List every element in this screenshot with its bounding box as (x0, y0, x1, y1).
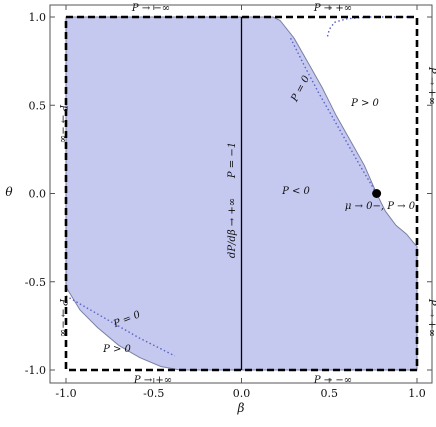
annotation-left-top: P → −∞ (57, 104, 68, 143)
dotted-curve-1 (326, 16, 414, 37)
plot-area (64, 15, 419, 372)
annotation-left-bottom: P → −∞ (57, 298, 68, 337)
x-tick-label: 0.5 (321, 387, 339, 400)
annotation-bottom-right: P → −∞ (313, 375, 352, 386)
axes: -1.0 -0.5 0.0 0.5 1.0 -1.0 -0.5 0.0 0.5 1.0 β θ (5, 4, 433, 415)
x-axis-title: β (237, 401, 245, 415)
y-tick-label: 1.0 (29, 11, 47, 24)
annotation-center-vertical: dP/dβ → +∞ (227, 198, 238, 258)
x-tick-label: -0.5 (143, 387, 164, 400)
y-tick-label: 0.0 (29, 188, 47, 201)
x-tick-label: -1.0 (55, 387, 76, 400)
x-tick-label: 0.0 (233, 387, 251, 400)
annotation-p-gt-zero-lower: P > 0 (102, 344, 131, 355)
annotation-top-right: P → +∞ (313, 3, 352, 14)
annotation-right-bottom: P → +∞ (426, 298, 436, 337)
y-tick-label: 0.5 (29, 99, 47, 112)
annotation-p-lt-zero: P < 0 (281, 186, 310, 197)
annotation-bottom-left: P → +∞ (133, 375, 172, 386)
annotation-top-left: P → −∞ (131, 3, 170, 14)
annotation-p-minus-one: P = −1 (227, 142, 238, 179)
y-tick-label: -1.0 (25, 364, 46, 377)
annotation-mu-label: μ → 0−, P → 0 (345, 201, 416, 212)
annotation-p-gt-zero-upper: P > 0 (350, 98, 379, 109)
y-tick-label: -0.5 (25, 276, 46, 289)
annotation-right-top: P → +∞ (426, 66, 436, 105)
special-point (372, 189, 382, 198)
annotations: P → −∞ P → +∞ P → +∞ P → −∞ P → −∞ P → −∞ P → … (57, 3, 436, 386)
y-axis-title: θ (5, 185, 13, 199)
x-tick-label: 1.0 (408, 387, 426, 400)
